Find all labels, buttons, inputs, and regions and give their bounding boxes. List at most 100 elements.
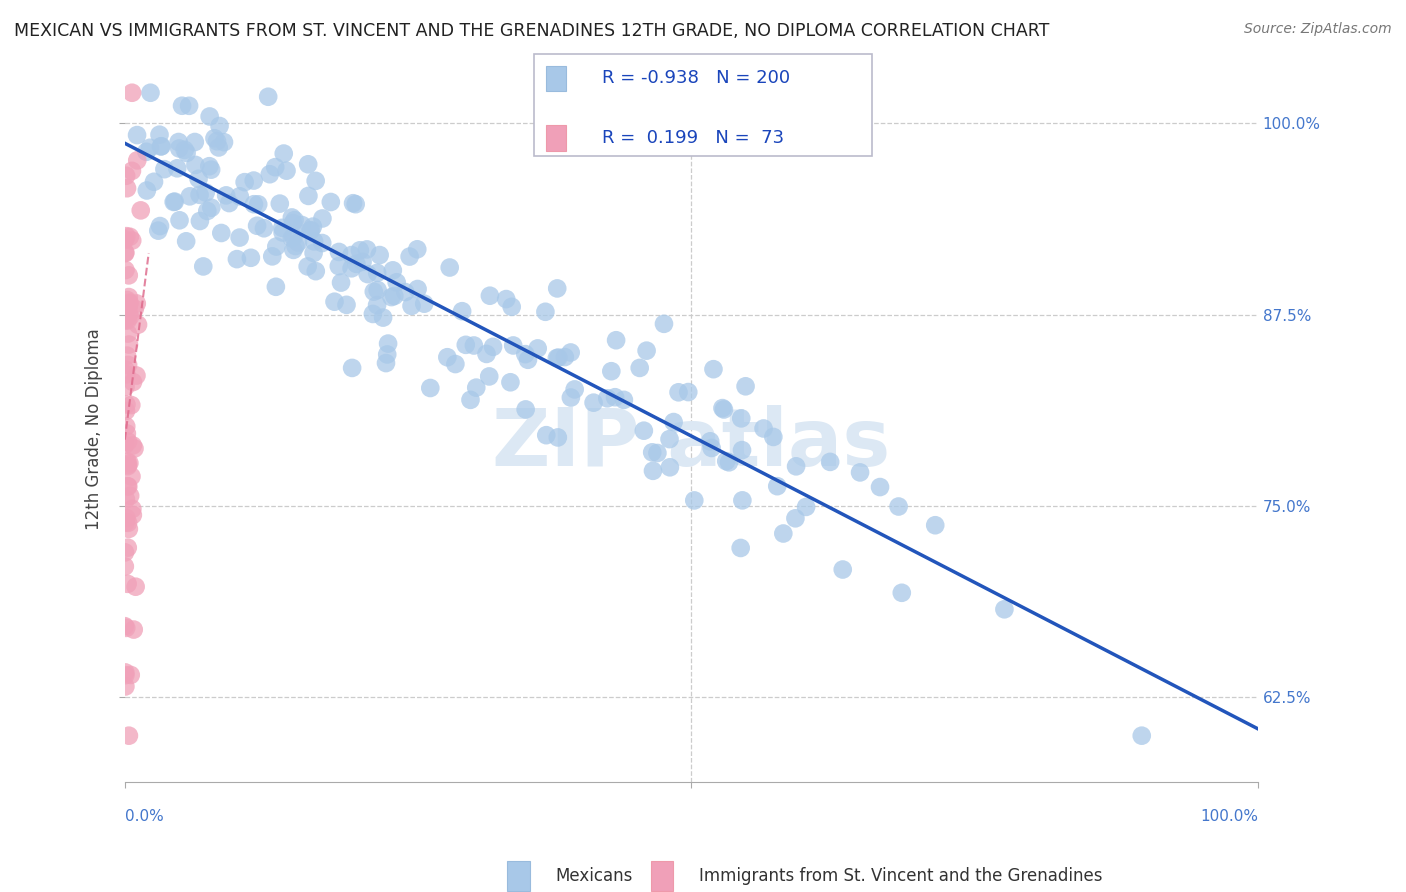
Point [115,511,138,525]
Text: 0.0%: 0.0% [125,809,163,824]
Point [652,317,675,331]
Point [371,310,394,325]
Point [259,167,281,181]
Point [218,196,240,211]
Point [120,398,142,412]
Point [734,379,756,393]
Point [229,189,252,203]
Point [516,352,538,367]
Text: ZIP atlas: ZIP atlas [492,405,890,483]
Point [139,141,162,155]
Point [730,541,752,555]
Point [127,153,149,168]
Point [554,350,576,364]
Point [406,242,429,256]
Point [121,164,143,178]
Point [766,479,789,493]
Point [121,438,143,452]
Point [153,162,176,177]
Point [167,135,190,149]
Point [298,224,321,238]
Point [118,522,141,536]
Point [114,246,136,260]
Point [377,336,399,351]
Point [564,383,586,397]
Point [515,402,537,417]
Text: Source: ZipAtlas.com: Source: ZipAtlas.com [1244,22,1392,37]
Point [118,456,141,470]
Point [478,369,501,384]
Point [117,326,139,341]
Point [198,110,221,124]
Point [460,392,482,407]
Point [115,293,138,307]
Point [478,289,501,303]
Text: Immigrants from St. Vincent and the Grenadines: Immigrants from St. Vincent and the Gren… [699,867,1102,885]
Point [869,480,891,494]
Point [536,428,558,442]
Point [264,160,287,174]
Point [208,119,231,133]
Point [451,304,474,318]
Point [291,218,314,232]
Point [115,368,138,382]
Point [269,196,291,211]
Point [117,479,139,493]
Point [302,246,325,260]
Point [129,203,152,218]
Point [772,526,794,541]
Point [297,189,319,203]
Point [439,260,461,275]
Point [284,239,307,253]
Point [328,259,350,273]
Point [683,493,706,508]
Text: 100.0%: 100.0% [1199,809,1258,824]
Point [148,128,170,142]
Point [114,312,136,326]
Point [731,443,754,458]
Point [115,169,138,183]
Point [603,390,626,404]
Point [613,392,636,407]
Point [284,213,307,227]
Point [381,263,404,277]
Point [184,135,207,149]
Point [118,297,141,311]
Point [118,729,141,743]
Point [311,235,333,250]
Point [143,175,166,189]
Point [752,421,775,435]
Point [658,432,681,446]
Point [546,351,568,365]
Point [184,158,207,172]
Point [149,139,172,153]
Point [150,139,173,153]
Text: R = -0.938   N = 200: R = -0.938 N = 200 [602,70,790,87]
Point [419,381,441,395]
Point [596,392,619,406]
Point [188,187,211,202]
Point [242,173,264,187]
Point [730,411,752,425]
Point [117,434,139,449]
Point [121,508,143,522]
Point [122,623,145,637]
Point [266,239,288,253]
Point [204,131,226,145]
Point [163,194,186,209]
Point [276,163,298,178]
Point [297,157,319,171]
Point [305,264,328,278]
Point [177,99,200,113]
Point [193,260,215,274]
Point [120,668,142,682]
Point [115,492,138,507]
Point [114,245,136,260]
Point [342,196,364,211]
Point [302,235,325,249]
Point [628,360,651,375]
Point [125,368,148,383]
Point [173,143,195,157]
Point [176,145,198,160]
Point [163,194,186,209]
